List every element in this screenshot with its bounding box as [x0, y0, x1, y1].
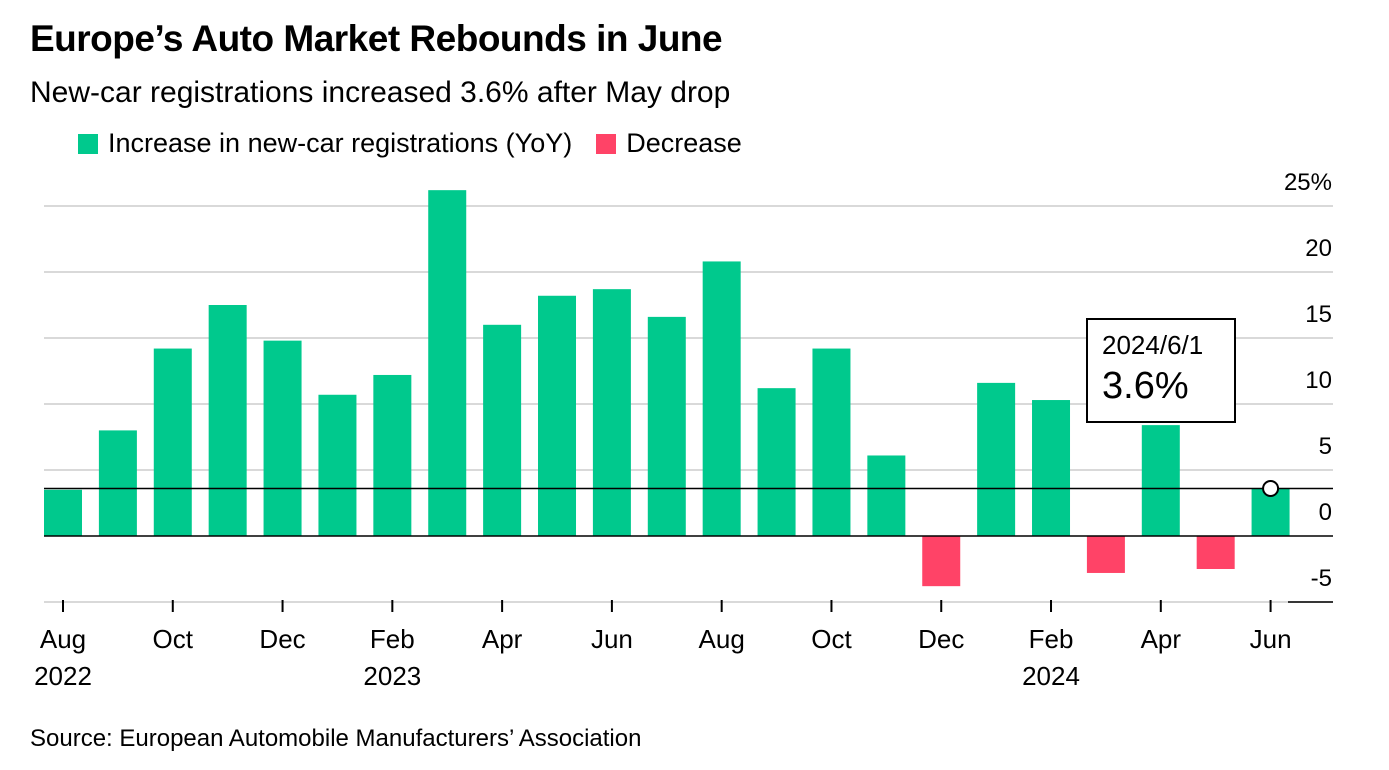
legend-item-increase: Increase in new-car registrations (YoY)	[78, 128, 572, 159]
bar	[538, 295, 577, 536]
bar	[483, 324, 522, 536]
bar	[647, 316, 686, 536]
x-tick-label: Aug	[40, 624, 86, 654]
y-tick-label: -5	[1311, 565, 1332, 592]
tooltip-date: 2024/6/1	[1102, 330, 1204, 360]
highlight-marker	[1262, 479, 1280, 497]
y-tick-label: 10	[1305, 367, 1332, 394]
x-tick-label: Apr	[1141, 624, 1182, 654]
x-tick-label: Oct	[153, 624, 194, 654]
y-tick-label: 15	[1305, 301, 1332, 328]
legend-item-decrease: Decrease	[596, 128, 742, 159]
legend-label-decrease: Decrease	[626, 128, 742, 158]
bar	[1032, 400, 1071, 536]
bar	[98, 430, 137, 536]
x-tick-label: Feb	[370, 624, 415, 654]
x-tick-label: Feb	[1029, 624, 1074, 654]
legend: Increase in new-car registrations (YoY) …	[78, 128, 766, 159]
legend-swatch-increase	[78, 133, 98, 154]
bar	[153, 348, 192, 536]
y-tick-label: 20	[1305, 235, 1332, 262]
bar	[373, 374, 412, 536]
bar	[702, 261, 741, 536]
bar	[1141, 425, 1180, 536]
x-tick-label: Oct	[811, 624, 852, 654]
chart-subtitle: New-car registrations increased 3.6% aft…	[30, 76, 731, 109]
y-tick-label: 5	[1319, 433, 1332, 460]
bar	[428, 190, 467, 536]
bar	[812, 348, 851, 536]
bar	[44, 489, 82, 536]
x-tick-year-label: 2023	[363, 661, 421, 691]
bar	[592, 289, 631, 536]
source-note: Source: European Automobile Manufacturer…	[30, 725, 642, 752]
x-tick-label: Dec	[918, 624, 964, 654]
value-tooltip: 2024/6/1 3.6%	[1086, 318, 1236, 423]
tooltip-value: 3.6%	[1102, 365, 1189, 407]
x-tick-year-label: 2024	[1022, 661, 1080, 691]
legend-swatch-decrease	[596, 133, 617, 154]
bar	[977, 382, 1016, 536]
x-tick-label: Jun	[591, 624, 633, 654]
bar	[1086, 536, 1125, 573]
x-tick-label: Aug	[699, 624, 745, 654]
x-tick-label: Dec	[259, 624, 305, 654]
bar	[318, 394, 357, 536]
bar	[263, 340, 302, 536]
bar	[208, 305, 247, 536]
y-tick-label: 25%	[1284, 169, 1332, 196]
x-tick-label: Apr	[482, 624, 523, 654]
x-tick-label: Jun	[1250, 624, 1292, 654]
bar	[922, 536, 961, 587]
bar	[1196, 536, 1235, 569]
x-tick-year-label: 2022	[34, 661, 92, 691]
bar	[867, 455, 906, 536]
legend-label-increase: Increase in new-car registrations (YoY)	[108, 128, 573, 158]
y-tick-label: 0	[1319, 499, 1332, 526]
bar	[757, 388, 796, 536]
chart-title: Europe’s Auto Market Rebounds in June	[30, 18, 723, 59]
